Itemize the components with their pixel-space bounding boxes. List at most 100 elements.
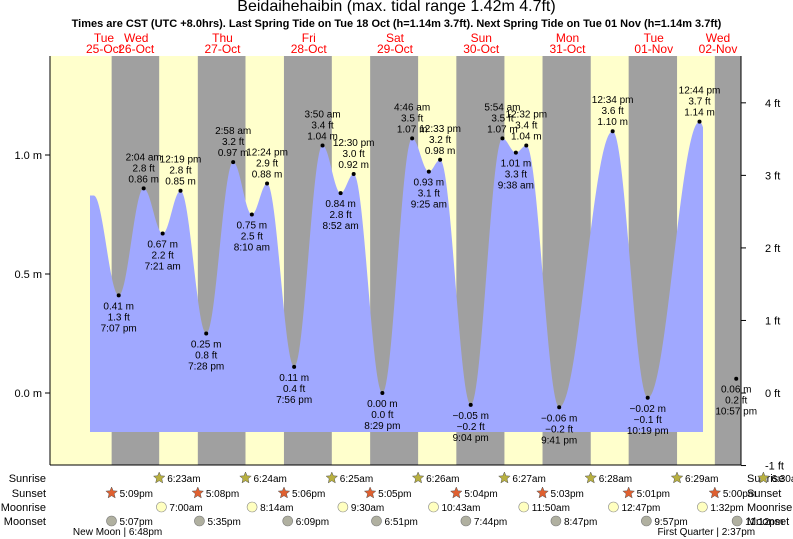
sunset-time: 5:06pm: [292, 489, 325, 500]
sunrise-time: 6:25am: [340, 474, 373, 485]
tide-point: [524, 143, 529, 148]
tide-point: [438, 157, 443, 162]
moonset-icon: [371, 515, 382, 527]
sunset-icon: [449, 486, 463, 499]
sunset-time: 5:03pm: [551, 489, 584, 500]
moonset-icon: [550, 515, 562, 527]
sunset-icon: [105, 486, 118, 499]
row-label-right: Moonrise: [747, 502, 792, 514]
tide-label-line: 9:04 pm: [453, 433, 489, 444]
tide-label-line: 0.06 m: [721, 385, 752, 396]
moonset-time: 6:51pm: [384, 517, 417, 528]
day-header-dow: Sun: [471, 31, 492, 45]
tide-label-line: 10:19 pm: [627, 426, 669, 437]
tide-point: [292, 364, 297, 369]
sunrise-icon: [757, 471, 770, 484]
tide-label-line: 0.2 ft: [725, 396, 747, 407]
tide-label-line: 8:29 pm: [364, 421, 400, 432]
moonset-time: 7:44pm: [474, 517, 507, 528]
day-header-dow: Tue: [94, 31, 115, 45]
sunset-icon: [708, 486, 722, 499]
day-header-date: 29-Oct: [377, 42, 414, 56]
night-band: [714, 56, 740, 465]
tide-label-line: 9:38 am: [498, 181, 534, 192]
tide-label-line: 2:58 am: [215, 126, 251, 137]
tide-label-line: 10:57 pm: [715, 407, 757, 418]
sunset-icon: [277, 486, 291, 499]
right-axis-tick-label: 3 ft: [765, 170, 780, 182]
tide-label-line: 9:41 pm: [541, 435, 577, 446]
tide-point: [116, 293, 121, 298]
tide-label-line: 8:10 am: [234, 243, 270, 254]
tide-label-line: 2.5 ft: [241, 232, 263, 243]
sunrise-icon: [239, 471, 252, 484]
moonrise-time: 1:32pm: [710, 503, 743, 514]
moonset-time: 9:57pm: [654, 517, 687, 528]
tide-label-line: 0.84 m: [325, 199, 356, 210]
day-header-date: 31-Oct: [549, 42, 586, 56]
tide-label-line: 2.8 ft: [133, 163, 155, 174]
day-header-dow: Sat: [386, 31, 405, 45]
day-header-dow: Fri: [302, 31, 316, 45]
tide-label-line: 0.67 m: [147, 240, 178, 251]
right-axis-tick-label: 2 ft: [765, 243, 780, 255]
moon-phase-label: New Moon | 6:48pm: [73, 527, 162, 538]
tide-label-line: 1.3 ft: [108, 312, 130, 323]
tide-point: [645, 395, 650, 400]
tide-label-line: 0.8 ft: [195, 351, 217, 362]
tide-point: [320, 143, 325, 148]
moonrise-icon: [246, 501, 258, 513]
tide-label-line: −0.05 m: [452, 411, 488, 422]
tide-label-line: 0.93 m: [414, 178, 445, 189]
row-label-right: Sunset: [747, 488, 781, 500]
sunrise-time: 6:29am: [685, 474, 718, 485]
tide-label-line: 0.4 ft: [283, 384, 305, 395]
tide-point: [500, 136, 505, 141]
sunrise-icon: [498, 471, 511, 484]
tide-label-line: 1.01 m: [501, 159, 532, 170]
tide-label-line: 0.97 m: [218, 148, 249, 159]
tide-label-line: 0.0 ft: [371, 410, 393, 421]
moonrise-time: 12:47pm: [621, 503, 660, 514]
tide-label-line: 3.3 ft: [505, 170, 527, 181]
tide-label-line: 3.5 ft: [401, 113, 423, 124]
sunset-icon: [536, 486, 549, 499]
sunrise-icon: [325, 471, 339, 484]
sunset-time: 5:04pm: [464, 489, 497, 500]
right-axis-tick-label: 1 ft: [765, 315, 780, 327]
moonrise-time: 11:50am: [532, 503, 570, 514]
day-header-dow: Mon: [556, 31, 579, 45]
tide-point: [338, 191, 343, 196]
tide-point: [204, 331, 209, 336]
moonrise-time: 8:14am: [260, 503, 293, 514]
moonrise-time: 10:43am: [442, 503, 481, 514]
tide-label-line: 2:04 am: [126, 152, 162, 163]
tide-point: [141, 186, 146, 191]
tide-label-line: 7:28 pm: [188, 362, 224, 373]
chart-title: Beidaihehaibin (max. tidal range 1.42m 4…: [237, 0, 556, 15]
tide-label-line: 7:21 am: [145, 262, 181, 273]
moonset-icon: [194, 515, 205, 527]
sunset-time: 5:09pm: [120, 489, 153, 500]
tide-label-line: 0.86 m: [128, 174, 159, 185]
sunrise-icon: [670, 471, 684, 484]
tide-point: [351, 172, 356, 177]
tide-point: [557, 405, 562, 410]
moonset-icon: [731, 515, 743, 527]
tide-label-line: 0.92 m: [338, 160, 369, 171]
tide-label-line: 7:07 pm: [101, 323, 137, 334]
axes: 0.0 m 0.5 m 1.0 m -1 ft 0 ft 1 ft 2 ft 3 ft 4 ft: [14, 56, 784, 473]
sunset-icon: [191, 486, 205, 499]
row-label-left: Moonset: [4, 516, 46, 528]
right-axis-tick-label: -1 ft: [765, 461, 784, 473]
tide-label-line: 4:46 am: [394, 102, 430, 113]
tide-point: [734, 376, 739, 381]
row-label-right: Moonset: [747, 516, 789, 528]
moonrise-icon: [337, 501, 349, 513]
moonset-time: 8:47pm: [564, 517, 597, 528]
tide-label-line: 9:25 am: [411, 200, 447, 211]
tide-label-line: 1.14 m: [684, 108, 715, 119]
sunrise-time: 6:24am: [254, 474, 287, 485]
tide-point: [410, 136, 415, 141]
